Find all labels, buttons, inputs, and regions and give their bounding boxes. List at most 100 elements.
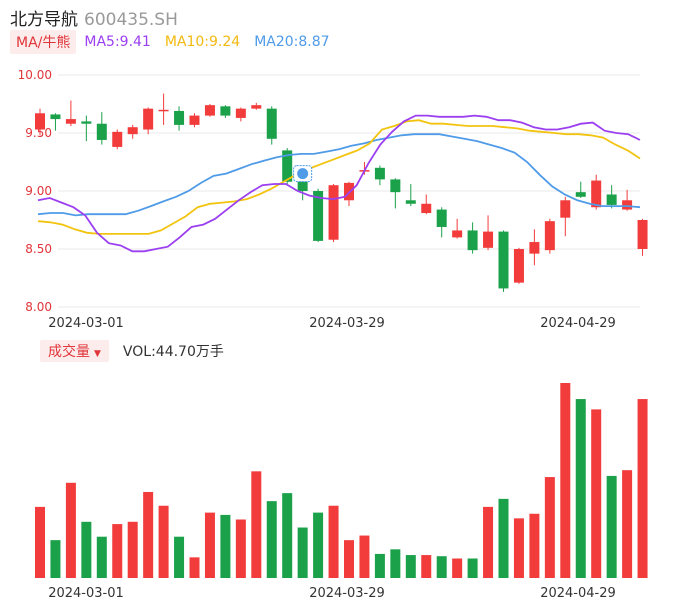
ma10-label: MA10:9.24: [164, 34, 241, 50]
candle-body: [127, 127, 138, 135]
ma20-label: MA20:8.87: [254, 34, 330, 50]
candle-body: [591, 180, 602, 208]
volume-bar: [127, 521, 138, 578]
candle-body: [251, 105, 262, 109]
y-tick-label: 10.00: [18, 68, 52, 82]
candle-body: [313, 191, 324, 241]
candle-body: [637, 220, 648, 249]
volume-bar: [174, 536, 185, 578]
volume-bar: [344, 540, 354, 578]
candle-body: [189, 115, 200, 125]
volume-bar: [50, 540, 61, 578]
candle-body: [560, 200, 571, 218]
volume-bar: [251, 471, 262, 578]
caret-down-icon: ▼: [94, 349, 101, 359]
volume-bar: [235, 519, 246, 578]
x-tick-label: 2024-03-29: [309, 316, 385, 331]
volume-bar: [220, 514, 231, 578]
candle-body: [112, 131, 123, 147]
volume-bar: [606, 475, 617, 578]
volume-bar: [452, 558, 463, 578]
event-marker-icon: [297, 168, 309, 180]
candle-body: [421, 203, 432, 214]
volume-bar: [390, 549, 401, 578]
ma-mode-button[interactable]: MA/牛熊: [10, 30, 77, 54]
volume-bar: [498, 498, 509, 578]
candle-body: [405, 200, 416, 204]
volume-bar: [204, 512, 215, 578]
ma-legend: MA/牛熊 MA5:9.41 MA10:9.24 MA20:8.87: [10, 30, 344, 54]
candle-body: [328, 185, 339, 240]
volume-bar: [189, 557, 200, 578]
candle-body: [606, 194, 617, 205]
candle-body: [235, 108, 246, 118]
volume-value: VOL:44.70万手: [122, 344, 224, 360]
candle-body: [467, 230, 478, 251]
candle-body: [513, 249, 524, 283]
volume-indicator-label: 成交量: [48, 344, 90, 360]
volume-bar: [405, 555, 416, 578]
stock-code: 600435.SH: [84, 10, 178, 30]
candle-body: [81, 121, 92, 124]
ma5-label: MA5:9.41: [84, 34, 151, 50]
volume-bar: [328, 505, 339, 578]
candle-body: [50, 114, 61, 120]
volume-bar: [313, 512, 324, 578]
volume-bar: [436, 556, 447, 578]
candle-body: [65, 119, 76, 124]
candle-body: [297, 179, 308, 191]
volume-bar: [81, 521, 92, 578]
y-tick-label: 9.00: [25, 184, 52, 198]
volume-bar: [96, 536, 107, 578]
volume-bar: [513, 518, 524, 578]
candle-body: [282, 150, 293, 182]
volume-bar: [282, 493, 293, 578]
candle-body: [158, 109, 169, 112]
y-tick-label: 9.50: [25, 126, 52, 140]
volume-bar: [359, 535, 370, 578]
volume-indicator-dropdown[interactable]: 成交量 ▼: [40, 340, 109, 362]
ma10-line: [37, 119, 641, 235]
candle-body: [374, 167, 385, 180]
volume-bar: [529, 513, 540, 578]
volume-bar: [637, 399, 648, 578]
volume-bar: [35, 506, 45, 578]
volume-bar: [622, 470, 633, 578]
x-tick-label: 2024-03-29: [309, 586, 385, 601]
stock-title: 北方导航 600435.SH: [10, 5, 178, 30]
x-tick-label: 2024-04-29: [540, 586, 616, 601]
volume-bar: [112, 524, 123, 578]
x-tick-label: 2024-03-01: [48, 586, 124, 601]
volume-bar: [467, 558, 478, 578]
volume-bar: [483, 506, 494, 578]
candle-body: [452, 230, 463, 238]
volume-bar: [544, 477, 555, 578]
candle-body: [96, 123, 107, 140]
x-tick-label: 2024-04-29: [540, 316, 616, 331]
candle-body: [174, 110, 185, 125]
volume-bar: [266, 501, 277, 578]
candle-body: [390, 179, 401, 193]
candle-body: [529, 242, 540, 254]
candle-body: [575, 192, 586, 197]
volume-bar: [575, 399, 586, 578]
candle-body: [266, 108, 277, 139]
x-tick-label: 2024-03-01: [48, 316, 124, 331]
volume-bar: [374, 553, 385, 578]
volume-bar: [158, 505, 169, 578]
y-tick-label: 8.50: [25, 242, 52, 256]
candle-body: [35, 113, 45, 130]
candle-body: [498, 231, 509, 289]
volume-bar: [560, 383, 571, 578]
ma5-line: [37, 114, 641, 253]
candle-body: [204, 105, 215, 116]
ma20-line: [37, 133, 641, 217]
volume-bar: [591, 409, 602, 578]
volume-bar: [65, 482, 76, 578]
candle-body: [483, 231, 494, 248]
volume-bar: [143, 491, 154, 578]
volume-legend: 成交量 ▼ VOL:44.70万手: [40, 340, 224, 362]
candle-body: [436, 209, 447, 227]
candle-body: [544, 221, 555, 251]
